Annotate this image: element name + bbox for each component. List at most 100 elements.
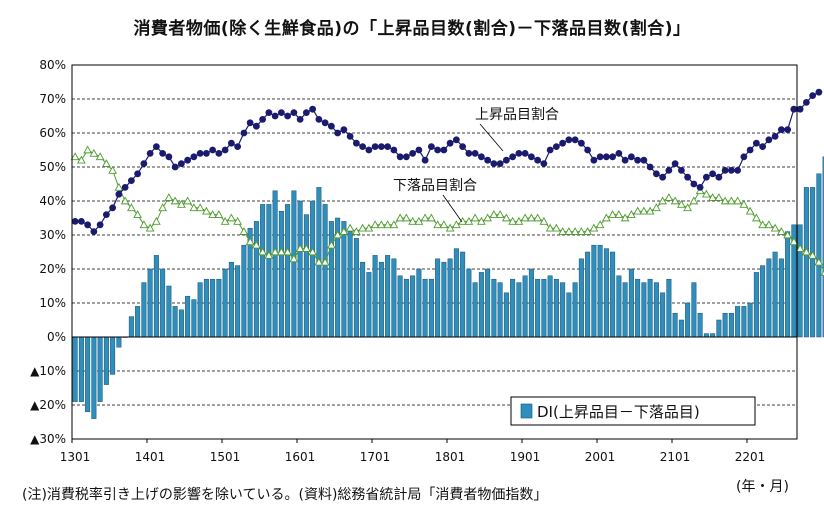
fall-ratio-point [639,206,649,215]
fall-ratio-point [127,203,136,212]
fall-ratio-point [133,210,142,218]
bar [810,187,816,338]
fall-ratio-point [539,216,549,225]
rise-ratio-point [696,184,704,191]
fall-ratio-point [783,230,792,239]
bar [797,224,803,338]
fall-ratio-point [645,206,655,215]
bar [472,282,478,338]
bar [735,306,741,338]
rise-ratio-point [734,167,742,174]
fall-ratio-point [427,213,436,222]
fall-ratio-point [364,223,374,232]
bar [260,204,266,338]
rise-ratio-point [446,139,454,147]
rise-ratio-point [271,112,279,120]
fall-ratio-point [302,244,311,252]
rise-ratio-point [359,143,367,151]
bar [666,278,672,338]
fall-ratio-point [814,257,824,266]
rise-ratio-point [321,119,329,127]
fall-ratio-point [527,213,536,222]
rise-ratio-point [559,139,567,147]
bar [691,282,697,338]
legend-label: DI(上昇品目－下落品目) [537,403,700,421]
fall-ratio-point [414,216,424,225]
fall-ratio-point [333,230,342,239]
fall-ratio-point [70,152,80,161]
fall-ratio-point [514,216,524,225]
bar [660,292,666,338]
bar [116,336,122,348]
bar [616,275,622,338]
x-tick-label: 2001 [585,450,616,464]
bar [297,200,303,338]
bar [128,316,134,338]
fall-ratio-point [520,213,530,222]
bar [685,302,691,338]
rise-ratio-point [809,92,817,99]
rise-ratio-point [402,153,410,161]
fall-ratio-point [789,237,799,246]
fall-ratio-point [714,193,724,201]
axis-labels: ▲30% ▲20% ▲10% 0% 10% 20% 30% 40% 50% 60% 70% 80% 13… [30,58,765,464]
rise-ratio-point [221,146,229,154]
fall-ratio-point [214,210,224,218]
fall-ratio-point [377,220,386,229]
bar [322,204,328,338]
rise-ratio-point [759,143,767,151]
bar [572,282,578,338]
rise-ratio-point [240,129,248,137]
rise-ratio-point [527,153,535,161]
fall-ratio-point [820,269,824,276]
fall-ratio-point [152,216,161,225]
fall-ratio-point [445,223,455,232]
bar [285,204,291,338]
x-tick-label: 1901 [510,450,541,464]
rise-ratio-point [177,160,185,168]
fall-ratio-point [395,213,405,222]
rise-ratio-point [515,150,523,157]
bar [228,261,234,338]
x-tick-label: 2101 [660,450,691,464]
fall-ratio-point [564,227,574,235]
rise-ratio-point [309,105,317,113]
annotation-rise-label: 上昇品目割合 [475,106,559,123]
rise-ratio-point [534,156,542,164]
bar [185,295,191,338]
fall-ratio-point [689,196,699,205]
bar [585,251,591,338]
rise-ratio-point [665,167,673,174]
rise-ratio-point [490,160,498,168]
fall-ratio-point [595,220,605,229]
y-tick-label: 20% [39,262,66,276]
fall-ratio-point [683,203,692,212]
bar [278,210,284,338]
bar [785,231,791,338]
rise-ratio-point [621,156,629,164]
bar [441,261,447,338]
bar [385,255,391,338]
bar [641,282,647,338]
fall-ratio-point [389,220,399,229]
rise-ratio-point [384,143,392,151]
rise-ratio-point [302,109,310,116]
bar [272,190,278,338]
rise-ratio-point [709,170,717,178]
bar [403,278,409,338]
rise-ratio-point [246,119,254,127]
fall-ratio-point [145,223,155,232]
fall-ratio-point [458,216,467,225]
bar [153,255,159,338]
rise-ratio-point [71,218,79,225]
bar [97,336,103,402]
rise-ratio-point [152,143,160,151]
fall-ratio-point [545,223,555,232]
axes [71,64,798,443]
fall-ratio-point [202,206,211,215]
rise-ratio-point [677,167,685,174]
x-tick-label: 1601 [285,450,316,464]
rise-ratio-point [227,139,235,147]
bar [747,302,753,338]
annotation-fall-pointer [442,194,463,223]
